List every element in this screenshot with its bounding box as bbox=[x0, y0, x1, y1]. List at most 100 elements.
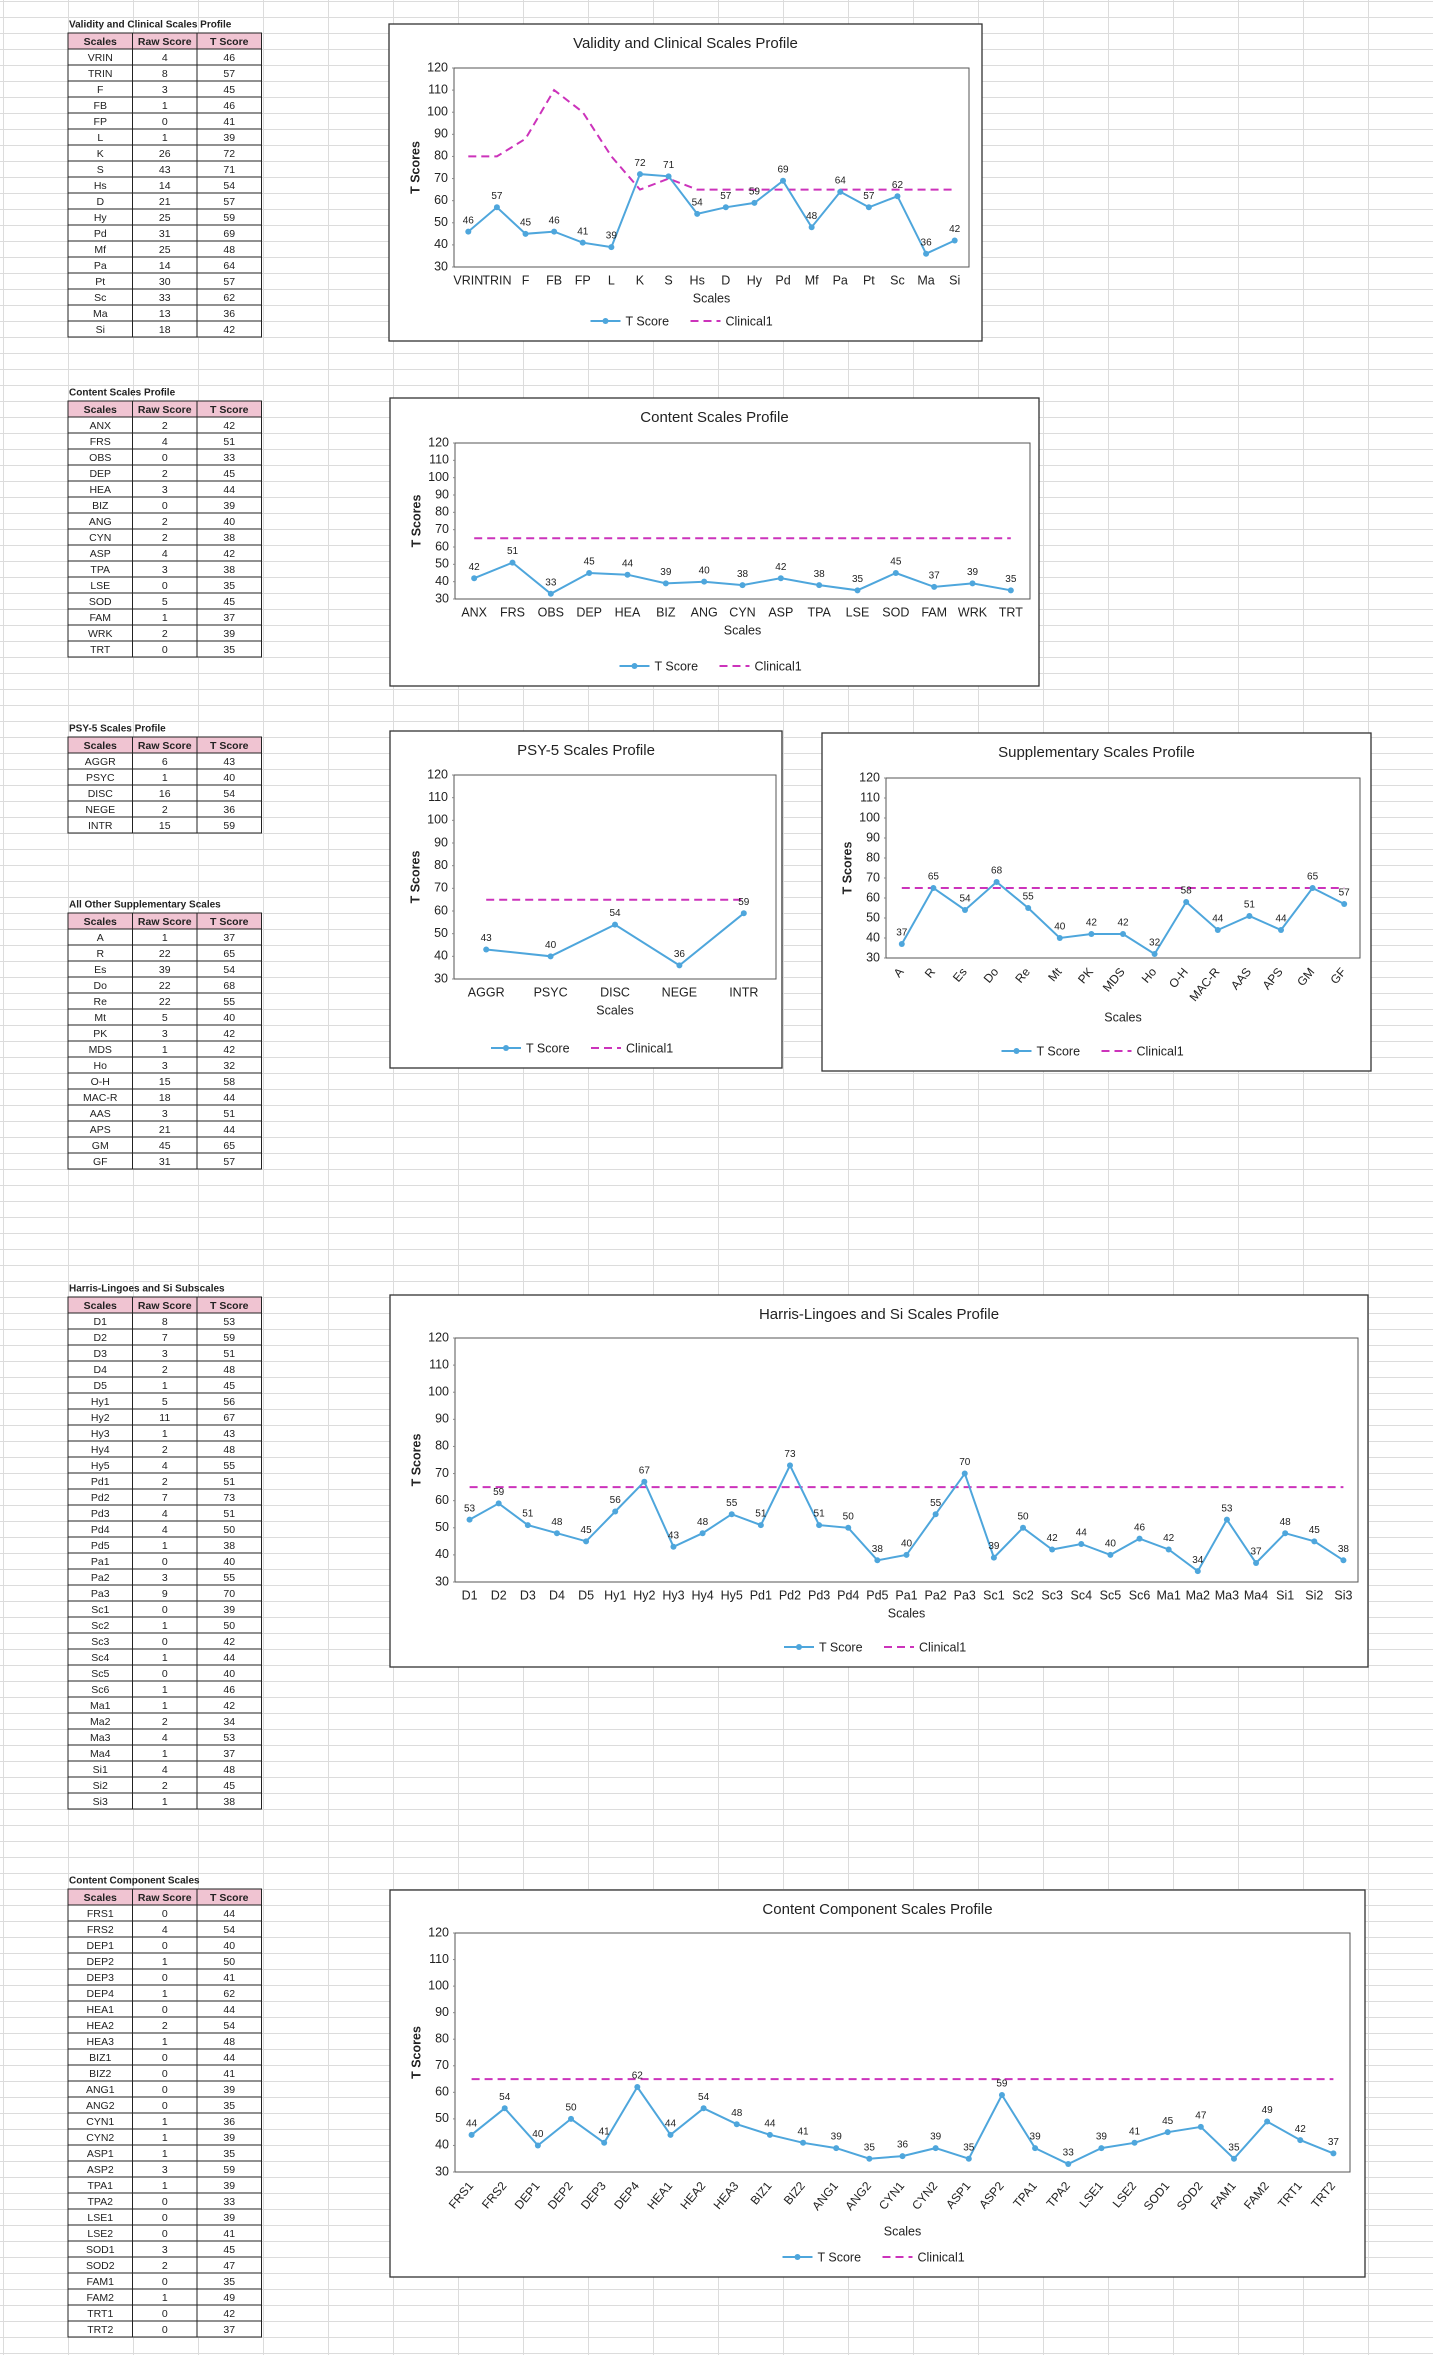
data-label: 39 bbox=[967, 567, 979, 578]
table-title: Validity and Clinical Scales Profile bbox=[69, 20, 232, 31]
cell-text: SOD2 bbox=[86, 2260, 115, 2272]
cell-text: 33 bbox=[223, 2196, 235, 2208]
cell-text: D4 bbox=[94, 1364, 108, 1376]
cell-text: 51 bbox=[223, 1476, 235, 1488]
cell-text: Do bbox=[94, 980, 108, 992]
cell-text: 1 bbox=[162, 1380, 168, 1392]
legend-label: Clinical1 bbox=[918, 2250, 965, 2264]
cell-text: 0 bbox=[162, 2084, 168, 2096]
x-tick-label: Hy4 bbox=[691, 1588, 713, 1602]
data-label: 42 bbox=[1295, 2124, 1307, 2135]
cell-text: 1 bbox=[162, 2148, 168, 2160]
cell-text: 4 bbox=[162, 1524, 168, 1536]
cell-text: 1 bbox=[162, 1684, 168, 1696]
y-tick-label: 120 bbox=[428, 435, 449, 449]
cell-text: 7 bbox=[162, 1332, 168, 1344]
legend-label: T Score bbox=[819, 1640, 863, 1654]
plot-area bbox=[454, 442, 1031, 600]
y-tick-label: 70 bbox=[435, 1466, 449, 1480]
x-tick-label: FRS bbox=[500, 605, 525, 619]
cell-text: 48 bbox=[223, 1364, 235, 1376]
legend-label: T Score bbox=[655, 659, 699, 673]
header-text: T Score bbox=[210, 740, 249, 752]
cell-text: 1 bbox=[162, 1620, 168, 1632]
cell-text: 35 bbox=[223, 2276, 235, 2288]
data-point bbox=[1264, 2118, 1271, 2125]
data-label: 50 bbox=[565, 2103, 577, 2114]
data-label: 44 bbox=[466, 2118, 478, 2129]
data-point bbox=[1223, 1516, 1230, 1523]
cell-text: Pd4 bbox=[91, 1524, 110, 1536]
data-point bbox=[998, 2091, 1005, 2098]
data-label: 36 bbox=[921, 237, 933, 248]
data-point bbox=[551, 228, 558, 235]
cell-text: 42 bbox=[223, 2308, 235, 2320]
legend-marker bbox=[503, 1045, 509, 1051]
data-point bbox=[931, 583, 938, 590]
cell-text: D3 bbox=[94, 1348, 108, 1360]
cell-text: 2 bbox=[162, 468, 168, 480]
cell-text: D bbox=[96, 196, 104, 208]
cell-text: 54 bbox=[223, 964, 235, 976]
data-label: 67 bbox=[639, 1465, 651, 1476]
data-label: 48 bbox=[1280, 1517, 1292, 1528]
cell-text: 1 bbox=[162, 2180, 168, 2192]
cell-text: 0 bbox=[162, 1972, 168, 1984]
data-label: 33 bbox=[1063, 2148, 1075, 2159]
x-tick-label: Si bbox=[949, 273, 960, 287]
cell bbox=[196, 640, 262, 658]
cell-text: Ma4 bbox=[90, 1748, 111, 1760]
cell-text: FAM2 bbox=[87, 2292, 115, 2304]
data-point bbox=[845, 1524, 852, 1531]
data-point bbox=[493, 204, 500, 211]
y-tick-label: 30 bbox=[866, 950, 880, 964]
data-label: 39 bbox=[1030, 2132, 1042, 2143]
data-label: 42 bbox=[469, 562, 481, 573]
x-tick-label: D2 bbox=[491, 1588, 507, 1602]
cell-text: 2 bbox=[162, 2020, 168, 2032]
cell-text: 1 bbox=[162, 2116, 168, 2128]
cell-text: 57 bbox=[223, 1156, 235, 1168]
cell-text: 0 bbox=[162, 2212, 168, 2224]
cell-text: APS bbox=[90, 1124, 111, 1136]
cell-text: BIZ bbox=[92, 500, 109, 512]
data-point bbox=[612, 921, 618, 928]
data-label: 56 bbox=[610, 1495, 622, 1506]
cell-text: 42 bbox=[223, 1044, 235, 1056]
x-tick-label: Si3 bbox=[1334, 1588, 1352, 1602]
cell-text: TRT2 bbox=[87, 2324, 113, 2336]
y-tick-label: 80 bbox=[435, 1439, 449, 1453]
cell-text: 32 bbox=[223, 1060, 235, 1072]
cell-text: D1 bbox=[94, 1316, 108, 1328]
x-tick-label: TRT bbox=[999, 605, 1023, 619]
data-label: 48 bbox=[697, 1517, 709, 1528]
data-point bbox=[1311, 1538, 1318, 1545]
cell-text: OBS bbox=[89, 452, 111, 464]
chart-title: Content Component Scales Profile bbox=[762, 1901, 992, 1918]
data-label: 69 bbox=[777, 164, 789, 175]
x-tick-label: NEGE bbox=[662, 985, 697, 999]
cell-text: R bbox=[96, 948, 104, 960]
x-tick-label: Ma4 bbox=[1244, 1588, 1268, 1602]
cell-text: Pd5 bbox=[91, 1540, 110, 1552]
x-tick-label: L bbox=[608, 273, 615, 287]
cell-text: 48 bbox=[223, 1764, 235, 1776]
header-text: T Score bbox=[210, 1892, 249, 1904]
cell-text: SOD bbox=[89, 596, 112, 608]
cell-text: ASP1 bbox=[87, 2148, 114, 2160]
header-text: Raw Score bbox=[138, 1892, 192, 1904]
x-tick-label: Hy3 bbox=[662, 1588, 684, 1602]
chart-title: Validity and Clinical Scales Profile bbox=[573, 35, 798, 52]
cell-text: 4 bbox=[162, 436, 168, 448]
data-point bbox=[553, 1530, 560, 1537]
x-tick-label: Pd2 bbox=[779, 1588, 801, 1602]
y-tick-label: 60 bbox=[435, 2085, 449, 2099]
cell-text: DEP2 bbox=[87, 1956, 115, 1968]
cell bbox=[196, 320, 262, 338]
cell-text: ANG2 bbox=[86, 2100, 115, 2112]
cell-text: 0 bbox=[162, 2100, 168, 2112]
x-tick-label: VRIN bbox=[453, 273, 483, 287]
y-tick-label: 40 bbox=[434, 237, 448, 251]
data-point bbox=[1246, 913, 1253, 919]
cell-text: Hy3 bbox=[91, 1428, 110, 1440]
